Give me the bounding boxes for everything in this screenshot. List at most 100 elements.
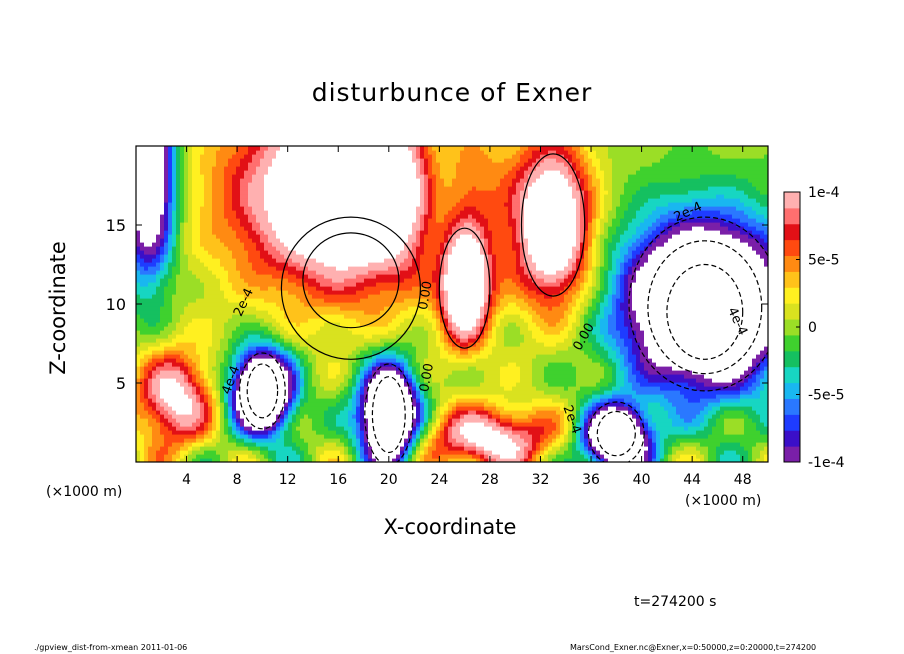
- field-cell: [232, 342, 237, 347]
- field-cell: [228, 302, 233, 307]
- field-cell: [172, 446, 177, 451]
- field-cell: [316, 226, 321, 231]
- field-cell: [204, 270, 209, 275]
- field-cell: [280, 258, 285, 263]
- field-cell: [288, 162, 293, 167]
- field-cell: [252, 226, 257, 231]
- field-cell: [228, 458, 233, 462]
- field-cell: [376, 270, 381, 275]
- field-cell: [232, 234, 237, 239]
- field-cell: [240, 398, 245, 403]
- field-cell: [164, 394, 169, 399]
- field-cell: [212, 366, 217, 371]
- field-cell: [184, 338, 189, 343]
- field-cell: [156, 214, 161, 219]
- field-cell: [328, 398, 333, 403]
- field-cell: [184, 346, 189, 351]
- field-cell: [296, 426, 301, 431]
- field-cell: [232, 394, 237, 399]
- field-cell: [340, 270, 345, 275]
- field-cell: [216, 354, 221, 359]
- field-cell: [300, 338, 305, 343]
- field-cell: [188, 346, 193, 351]
- field-cell: [272, 374, 277, 379]
- field-cell: [332, 210, 337, 215]
- field-cell: [292, 274, 297, 279]
- field-cell: [212, 218, 217, 223]
- field-cell: [184, 202, 189, 207]
- field-cell: [240, 294, 245, 299]
- field-cell: [252, 446, 257, 451]
- field-cell: [376, 210, 381, 215]
- field-cell: [180, 398, 185, 403]
- field-cell: [380, 418, 385, 423]
- field-cell: [296, 390, 301, 395]
- field-cell: [152, 166, 157, 171]
- field-cell: [312, 198, 317, 203]
- field-cell: [308, 178, 313, 183]
- field-cell: [360, 258, 365, 263]
- field-cell: [208, 222, 213, 227]
- field-cell: [172, 214, 177, 219]
- field-cell: [380, 278, 385, 283]
- field-cell: [252, 374, 257, 379]
- field-cell: [376, 206, 381, 211]
- field-cell: [248, 338, 253, 343]
- field-cell: [360, 254, 365, 259]
- field-cell: [292, 254, 297, 259]
- field-cell: [204, 382, 209, 387]
- field-cell: [240, 154, 245, 159]
- field-cell: [232, 170, 237, 175]
- field-cell: [236, 394, 241, 399]
- field-cell: [340, 282, 345, 287]
- field-cell: [212, 266, 217, 271]
- field-cell: [364, 350, 369, 355]
- field-cell: [140, 414, 145, 419]
- field-cell: [216, 458, 221, 462]
- field-cell: [164, 430, 169, 435]
- field-cell: [296, 354, 301, 359]
- field-cell: [344, 254, 349, 259]
- field-cell: [176, 190, 181, 195]
- field-cell: [280, 402, 285, 407]
- field-cell: [296, 178, 301, 183]
- field-cell: [356, 146, 361, 151]
- field-cell: [336, 358, 341, 363]
- field-cell: [224, 174, 229, 179]
- field-cell: [164, 158, 169, 163]
- field-cell: [248, 262, 253, 267]
- field-cell: [220, 182, 225, 187]
- field-cell: [140, 398, 145, 403]
- field-cell: [320, 362, 325, 367]
- field-cell: [340, 174, 345, 179]
- field-cell: [380, 382, 385, 387]
- field-cell: [192, 338, 197, 343]
- field-cell: [176, 202, 181, 207]
- field-cell: [188, 258, 193, 263]
- field-cell: [320, 194, 325, 199]
- field-cell: [328, 278, 333, 283]
- field-cell: [172, 282, 177, 287]
- field-cell: [240, 210, 245, 215]
- field-cell: [248, 450, 253, 455]
- field-cell: [192, 454, 197, 459]
- field-cell: [300, 306, 305, 311]
- field-cell: [352, 234, 357, 239]
- field-cell: [328, 438, 333, 443]
- field-cell: [284, 318, 289, 323]
- field-cell: [200, 438, 205, 443]
- field-cell: [136, 370, 141, 375]
- field-cell: [176, 178, 181, 183]
- field-cell: [324, 306, 329, 311]
- field-cell: [200, 198, 205, 203]
- field-cell: [340, 414, 345, 419]
- field-cell: [320, 430, 325, 435]
- field-cell: [204, 146, 209, 151]
- field-cell: [248, 162, 253, 167]
- field-cell: [164, 426, 169, 431]
- field-cell: [340, 222, 345, 227]
- field-cell: [348, 258, 353, 263]
- contour-field: [136, 146, 768, 462]
- field-cell: [184, 330, 189, 335]
- field-cell: [276, 414, 281, 419]
